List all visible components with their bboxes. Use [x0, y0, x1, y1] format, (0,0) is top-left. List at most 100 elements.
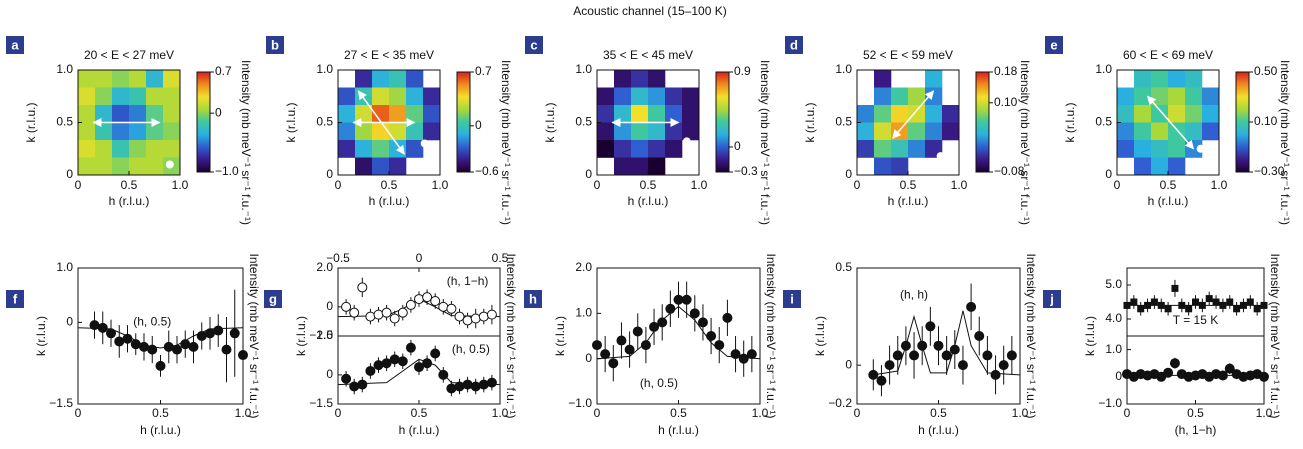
- y-tick-label: 0: [66, 167, 73, 181]
- x-tick-label: 1.0: [172, 178, 189, 192]
- heatmap-cell: [406, 70, 424, 88]
- heatmap-cell: [406, 87, 424, 106]
- data-point: [746, 349, 757, 360]
- data-point: [180, 339, 191, 350]
- heatmap-cell: [423, 87, 441, 106]
- heatmap-cell: [874, 122, 892, 141]
- resolution-dot: [420, 139, 429, 148]
- y2-axis-label: Intensity (mb meV⁻¹ sr⁻¹ f.u.⁻¹): [1268, 253, 1282, 418]
- x-axis-label: h (r.l.u.): [369, 194, 410, 208]
- data-point: [478, 311, 489, 322]
- y-tick-label: 4.0: [1105, 311, 1122, 325]
- panel-title: 35 < E < 45 meV: [603, 48, 693, 62]
- heatmap-cell: [614, 70, 632, 88]
- data-point: [381, 358, 392, 369]
- data-point: [114, 336, 125, 347]
- x-tick-label: 0.5: [930, 406, 947, 420]
- x-tick-label: 1.0: [1211, 178, 1228, 192]
- heatmap-cell: [372, 87, 390, 106]
- heatmap-cell: [925, 105, 943, 123]
- data-point: [649, 321, 660, 332]
- heatmap-cell: [389, 70, 407, 88]
- heatmap-cell: [648, 70, 666, 88]
- heatmap-cell: [129, 87, 147, 106]
- heatmap-cell: [648, 157, 666, 176]
- colorbar-tick-label: 0: [734, 139, 741, 153]
- data-point: [974, 331, 985, 341]
- y2-axis-label: Intensity (mb meV⁻¹ sr⁻¹ f.u.⁻¹): [504, 253, 518, 418]
- data-point: [1164, 305, 1172, 313]
- heatmap-cell: [614, 105, 632, 123]
- heatmap-cell: [1168, 105, 1186, 123]
- heatmap-cell: [614, 157, 632, 176]
- data-point: [97, 322, 108, 333]
- x-tick-label: 0: [854, 406, 861, 420]
- heatmap-cell: [129, 157, 147, 176]
- data-point: [1192, 298, 1199, 306]
- x-axis-label: h (r.l.u.): [109, 194, 150, 208]
- data-point: [1246, 298, 1254, 306]
- data-point: [1217, 370, 1228, 381]
- data-point: [608, 358, 619, 369]
- top-x-tick-label: 0: [416, 251, 423, 265]
- panel-letter: g: [269, 291, 277, 306]
- y-tick-label: 1.0: [1105, 342, 1122, 356]
- heatmap-cell: [874, 87, 892, 106]
- heatmap-cell: [1168, 157, 1186, 176]
- colorbar-tick-label: −1.0: [215, 164, 239, 178]
- cut-arrow: [1147, 95, 1195, 150]
- y-tick-label: 0.5: [835, 260, 852, 274]
- annotation: (h, 0.5): [133, 315, 171, 329]
- heatmap-cell: [1168, 140, 1186, 158]
- y-tick-label: 0.5: [1095, 115, 1112, 129]
- heatmap-cell: [1117, 87, 1135, 106]
- annotation: (h, 1−h): [447, 274, 489, 288]
- heatmap-cell: [338, 105, 356, 123]
- heatmap-cell: [95, 70, 113, 88]
- colorbar-tick-label: 0.9: [734, 64, 751, 78]
- heatmap-cell: [95, 105, 113, 123]
- heatmap-cell: [874, 140, 892, 158]
- data-point: [341, 373, 352, 384]
- data-point: [454, 381, 465, 392]
- heatmap-cell: [78, 70, 96, 88]
- heatmap-cell: [146, 157, 164, 176]
- data-point: [470, 313, 481, 324]
- heatmap-cell: [857, 140, 875, 158]
- data-point: [172, 344, 182, 355]
- colorbar-tick-label: 0: [475, 118, 482, 132]
- x-axis-label: h (r.l.u.): [1148, 194, 1189, 208]
- heatmap-cell: [1117, 140, 1135, 158]
- y2-axis-label: Intensity (mb meV⁻¹ sr⁻¹ f.u.⁻¹): [764, 253, 778, 418]
- data-point: [1157, 301, 1165, 309]
- y-tick-label: 0: [1115, 369, 1122, 383]
- data-point: [616, 335, 627, 346]
- heatmap-cell: [355, 157, 373, 176]
- colorbar: [1235, 71, 1250, 173]
- panel-letter: f: [13, 291, 18, 306]
- y-axis-label: k (r.l.u.): [553, 316, 567, 356]
- data-point: [454, 311, 465, 322]
- top-x-tick-label: −0.5: [326, 251, 350, 265]
- heatmap-cell: [614, 87, 632, 106]
- y-axis-label: k (r.l.u.): [803, 102, 817, 142]
- x-axis-label: h (r.l.u.): [888, 194, 929, 208]
- x-tick-label: 0: [335, 178, 342, 192]
- data-point: [188, 341, 199, 352]
- heatmap-cell: [78, 157, 96, 176]
- x-tick-label: 1.0: [951, 178, 968, 192]
- x-tick-label: 0.5: [381, 178, 398, 192]
- data-point: [1233, 305, 1241, 313]
- data-point: [381, 307, 392, 318]
- heatmap-cell: [338, 122, 356, 141]
- heatmap-cell: [1151, 122, 1169, 141]
- data-point: [900, 340, 911, 351]
- colorbar: [715, 71, 730, 173]
- y-tick-label: 0: [326, 167, 333, 181]
- panel-letter-box: [1045, 36, 1063, 54]
- y-axis-label: k (r.l.u.): [294, 316, 308, 356]
- data-point: [1226, 298, 1234, 306]
- heatmap-cell: [355, 70, 373, 88]
- data-point: [933, 340, 944, 351]
- data-point: [163, 341, 174, 352]
